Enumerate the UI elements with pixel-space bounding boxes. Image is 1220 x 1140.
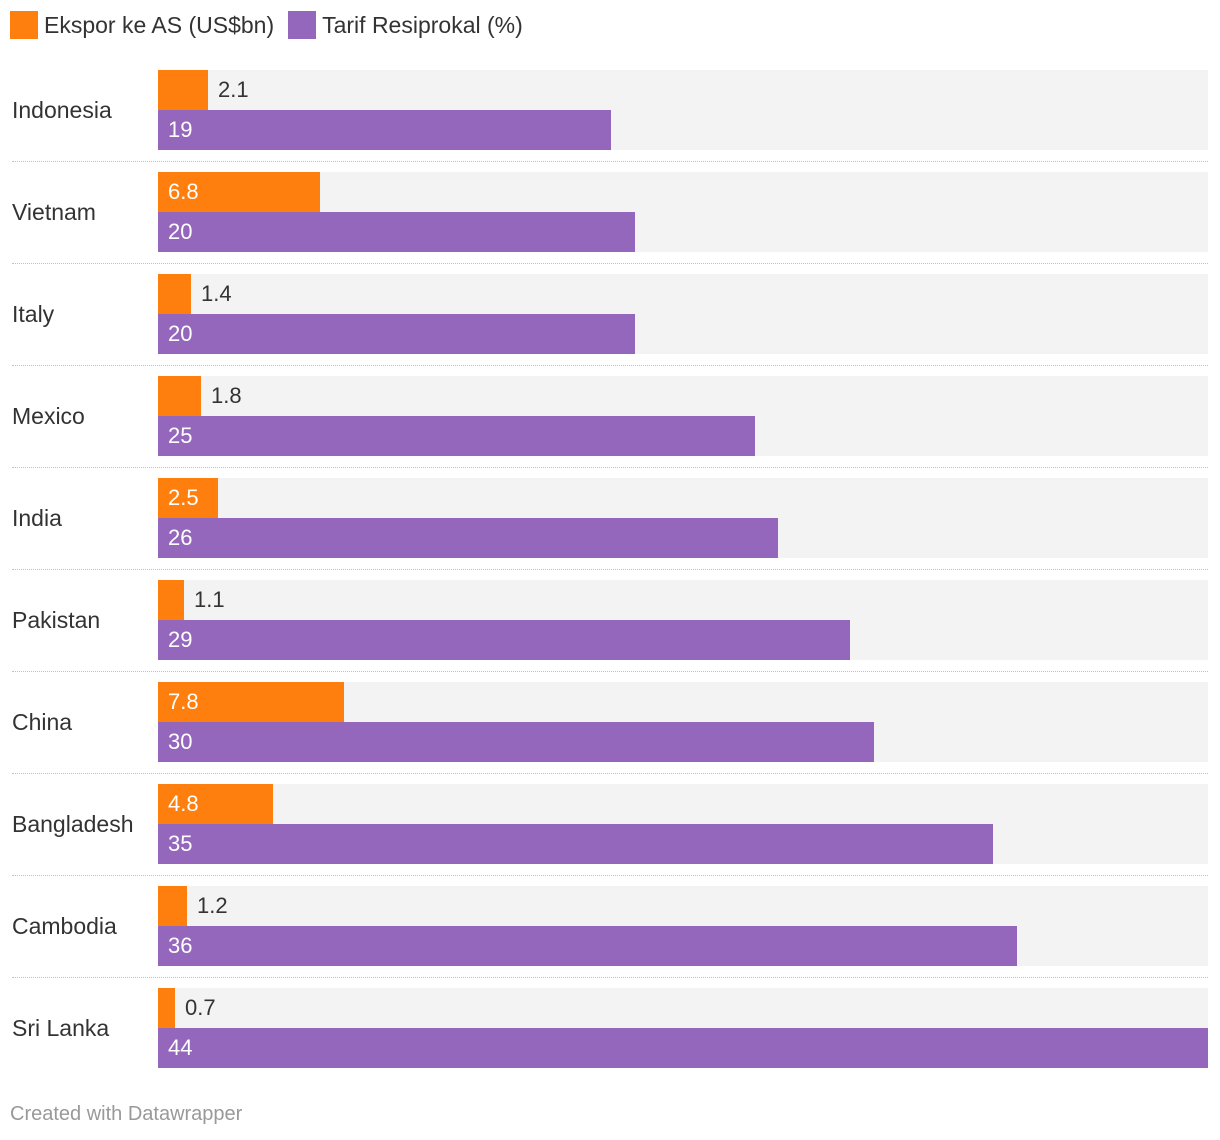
row-separator xyxy=(12,977,1208,978)
row-separator xyxy=(12,773,1208,774)
row-separator xyxy=(12,365,1208,366)
bar-exports-sri-lanka xyxy=(158,988,175,1028)
row-separator xyxy=(12,161,1208,162)
legend-label-exports: Ekspor ke AS (US$bn) xyxy=(44,11,275,38)
value-label-exports: 1.4 xyxy=(201,281,232,306)
value-label-exports: 2.1 xyxy=(218,77,249,102)
row-sri-lanka: Sri Lanka 0.7 44 xyxy=(0,988,1220,1068)
bar-tariff-china xyxy=(158,722,874,762)
bar-exports-bangladesh xyxy=(158,784,273,824)
bar-exports-italy xyxy=(158,274,191,314)
value-label-exports: 2.5 xyxy=(168,485,199,510)
bar-exports-indonesia xyxy=(158,70,208,110)
row-cambodia: Cambodia 1.2 36 xyxy=(0,886,1220,978)
bar-track: 1.8 25 xyxy=(158,376,1208,456)
value-label-tariff: 20 xyxy=(168,219,193,244)
row-separator xyxy=(12,875,1208,876)
bar-track: 2.5 26 xyxy=(158,478,1208,558)
value-label-tariff: 35 xyxy=(168,831,193,856)
row-separator xyxy=(12,671,1208,672)
legend-item-tariff: Tarif Resiprokal (%) xyxy=(288,11,523,39)
value-label-tariff: 30 xyxy=(168,729,193,754)
row-pakistan: Pakistan 1.1 29 xyxy=(0,580,1220,672)
value-label-exports: 1.2 xyxy=(197,893,228,918)
bar-exports-cambodia xyxy=(158,886,187,926)
bar-exports-china xyxy=(158,682,344,722)
value-label-exports: 7.8 xyxy=(168,689,199,714)
category-label: China xyxy=(12,709,73,735)
legend-label-tariff: Tarif Resiprokal (%) xyxy=(322,11,523,38)
row-italy: Italy 1.4 20 xyxy=(0,274,1220,366)
category-label: Bangladesh xyxy=(12,811,134,837)
bar-exports-vietnam xyxy=(158,172,320,212)
bar-track: 1.2 36 xyxy=(158,886,1208,966)
bar-tariff-india xyxy=(158,518,778,558)
value-label-tariff: 44 xyxy=(168,1035,193,1060)
value-label-tariff: 29 xyxy=(168,627,193,652)
bar-tariff-bangladesh xyxy=(158,824,993,864)
category-label: Italy xyxy=(12,301,55,327)
category-label: Mexico xyxy=(12,403,85,429)
value-label-exports: 0.7 xyxy=(185,995,216,1020)
value-label-exports: 1.8 xyxy=(211,383,242,408)
bar-track: 2.1 19 xyxy=(158,70,1208,150)
footer-credit: Created with Datawrapper xyxy=(10,1103,243,1125)
category-label: Sri Lanka xyxy=(12,1015,110,1041)
row-separator xyxy=(12,467,1208,468)
category-label: Vietnam xyxy=(12,199,96,225)
legend-item-exports: Ekspor ke AS (US$bn) xyxy=(10,11,274,39)
bar-tariff-italy xyxy=(158,314,635,354)
bar-tariff-vietnam xyxy=(158,212,635,252)
value-label-tariff: 36 xyxy=(168,933,193,958)
value-label-exports: 6.8 xyxy=(168,179,199,204)
category-label: India xyxy=(12,505,62,531)
bar-exports-mexico xyxy=(158,376,201,416)
legend-swatch-exports xyxy=(10,11,38,39)
value-label-tariff: 20 xyxy=(168,321,193,346)
bar-tariff-mexico xyxy=(158,416,755,456)
bar-track: 1.1 29 xyxy=(158,580,1208,660)
row-china: China 7.8 30 xyxy=(0,682,1220,774)
value-label-exports: 1.1 xyxy=(194,587,225,612)
bar-track: 7.8 30 xyxy=(158,682,1208,762)
row-separator xyxy=(12,263,1208,264)
row-separator xyxy=(12,569,1208,570)
bar-track: 4.8 35 xyxy=(158,784,1208,864)
value-label-tariff: 26 xyxy=(168,525,193,550)
row-vietnam: Vietnam 6.8 20 xyxy=(0,172,1220,264)
bar-tariff-pakistan xyxy=(158,620,850,660)
category-label: Pakistan xyxy=(12,607,101,633)
category-label: Cambodia xyxy=(12,913,117,939)
row-bangladesh: Bangladesh 4.8 35 xyxy=(0,784,1220,876)
legend: Ekspor ke AS (US$bn) Tarif Resiprokal (%… xyxy=(10,10,537,40)
bar-tariff-indonesia xyxy=(158,110,611,150)
value-label-tariff: 25 xyxy=(168,423,193,448)
legend-swatch-tariff xyxy=(288,11,317,39)
category-label: Indonesia xyxy=(12,97,112,123)
bar-track: 0.7 44 xyxy=(158,988,1208,1068)
row-india: India 2.5 26 xyxy=(0,478,1220,570)
bar-exports-india xyxy=(158,478,218,518)
value-label-exports: 4.8 xyxy=(168,791,199,816)
bar-exports-pakistan xyxy=(158,580,184,620)
row-mexico: Mexico 1.8 25 xyxy=(0,376,1220,468)
bar-track: 1.4 20 xyxy=(158,274,1208,354)
bar-track: 6.8 20 xyxy=(158,172,1208,252)
bar-tariff-sri-lanka xyxy=(158,1028,1208,1068)
row-indonesia: Indonesia 2.1 19 xyxy=(0,70,1220,162)
value-label-tariff: 19 xyxy=(168,117,193,142)
bar-tariff-cambodia xyxy=(158,926,1017,966)
